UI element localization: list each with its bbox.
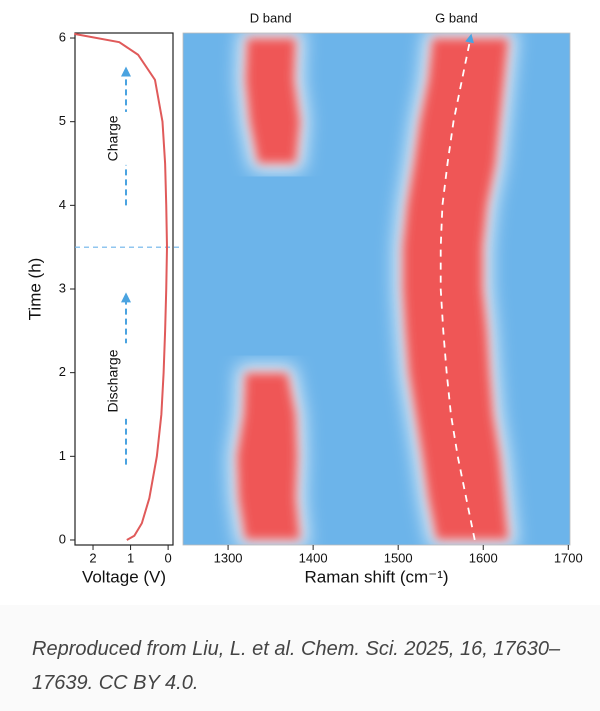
peak-line [439,33,476,541]
band-label: G band [435,10,478,25]
heatmap [183,33,570,545]
x-tick-label: 1600 [469,550,498,565]
x-tick-label: 2 [89,550,96,565]
x-tick-label: 1400 [299,550,328,565]
voltage-curve [74,32,168,541]
band-area [236,372,301,540]
plot-frame [182,32,571,546]
x-tick-label: 1500 [384,550,413,565]
figure: 0 1 2 3 4 5 6 2 1 0 Voltage (V) Time (h) Discharge Ch… [25,10,583,587]
y-tick-label: 0 [59,531,66,546]
band-label: D band [250,10,292,25]
annotation-label: Charge [105,115,121,161]
x-tick-label: 0 [165,550,172,565]
x-tick-label: 1700 [554,550,583,565]
caption: Reproduced from Liu, L. et al. Chem. Sci… [32,638,561,694]
y-tick-label: 3 [59,280,66,295]
y-tick-label: 1 [59,448,66,463]
y-tick-label: 4 [59,197,66,212]
x-tick-label: 1 [127,550,134,565]
annotation-label: Discharge [105,349,121,412]
x-axis-title: Raman shift (cm⁻¹) [304,567,448,586]
x-axis-title: Voltage (V) [82,567,166,586]
band-area [402,38,509,540]
band-area [245,38,301,164]
annotation-bg [116,111,136,165]
annotation-bg [116,343,136,419]
y-axis-title: Time (h) [25,258,44,321]
y-tick-label: 5 [59,113,66,128]
plot-frame [74,32,174,546]
y-tick-label: 6 [59,29,66,44]
y-tick-label: 2 [59,364,66,379]
x-tick-label: 1300 [214,550,243,565]
